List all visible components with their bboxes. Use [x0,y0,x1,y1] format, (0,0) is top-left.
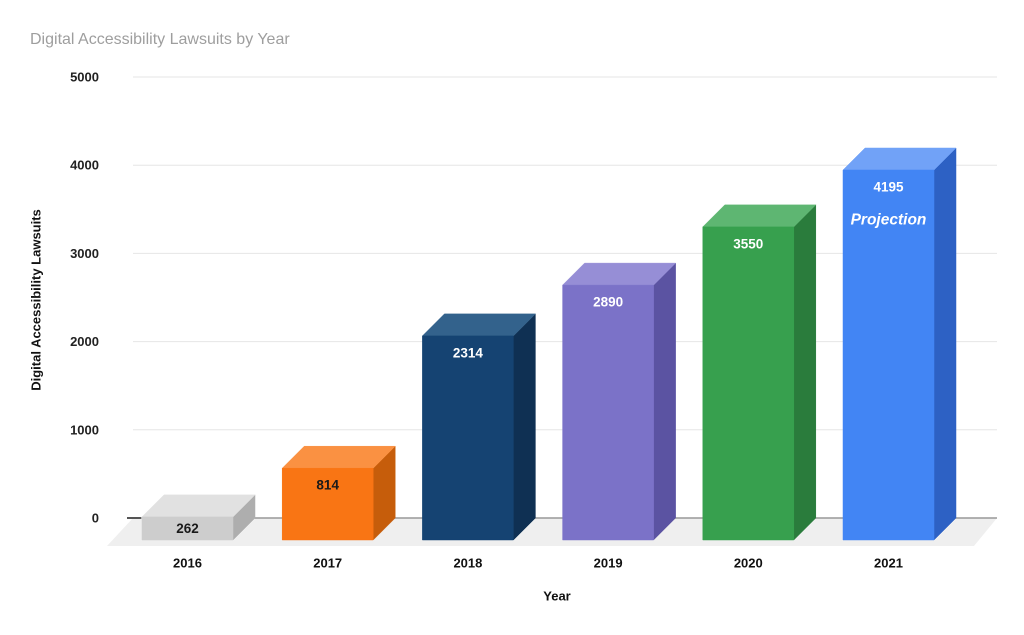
bar-front-face-2021 [842,169,935,541]
y-tick-label-4000: 4000 [70,158,99,173]
y-tick-label-2000: 2000 [70,334,99,349]
bar-front-face-2018 [422,335,514,541]
x-tick-label-2016: 2016 [173,556,202,571]
bar-side-face-2021 [933,147,957,541]
y-tick-label-1000: 1000 [70,422,99,437]
bar-annotation-2021: Projection [851,212,927,229]
bar-2021: 4195 Projection [842,147,957,541]
bar-2016: 262 [141,494,256,541]
y-tick-label-0: 0 [92,511,99,526]
y-tick-label-5000: 5000 [70,70,99,85]
bar-2017: 814 [281,445,396,541]
bar-2019: 2890 [561,262,677,541]
bar-value-label-2018: 2314 [453,345,484,360]
bar-value-label-2019: 2890 [593,295,623,310]
bar-value-label-2016: 262 [176,521,199,536]
bar-side-face-2018 [513,313,536,541]
chart-title: Digital Accessibility Lawsuits by Year [30,31,290,48]
y-tick-label-3000: 3000 [70,246,99,261]
bar-2020: 3550 [702,204,817,541]
x-tick-label-2017: 2017 [313,556,342,571]
x-tick-label-2019: 2019 [594,556,623,571]
bar-side-face-2019 [653,262,676,541]
x-tick-label-2021: 2021 [874,556,903,571]
x-tick-label-2020: 2020 [734,556,763,571]
x-tick-label-2018: 2018 [453,556,482,571]
bar-front-face-2016 [141,516,234,541]
bar-front-face-2019 [562,284,654,541]
bar-side-face-2020 [793,204,817,541]
bar-2018: 2314 [421,313,537,541]
bar-value-label-2020: 3550 [733,236,763,251]
bar-front-face-2017 [281,467,374,541]
bar-value-label-2021: 4195 [873,180,904,195]
bar-front-face-2020 [702,226,795,541]
bar-value-label-2017: 814 [316,478,339,493]
x-axis-title: Year [543,588,571,604]
